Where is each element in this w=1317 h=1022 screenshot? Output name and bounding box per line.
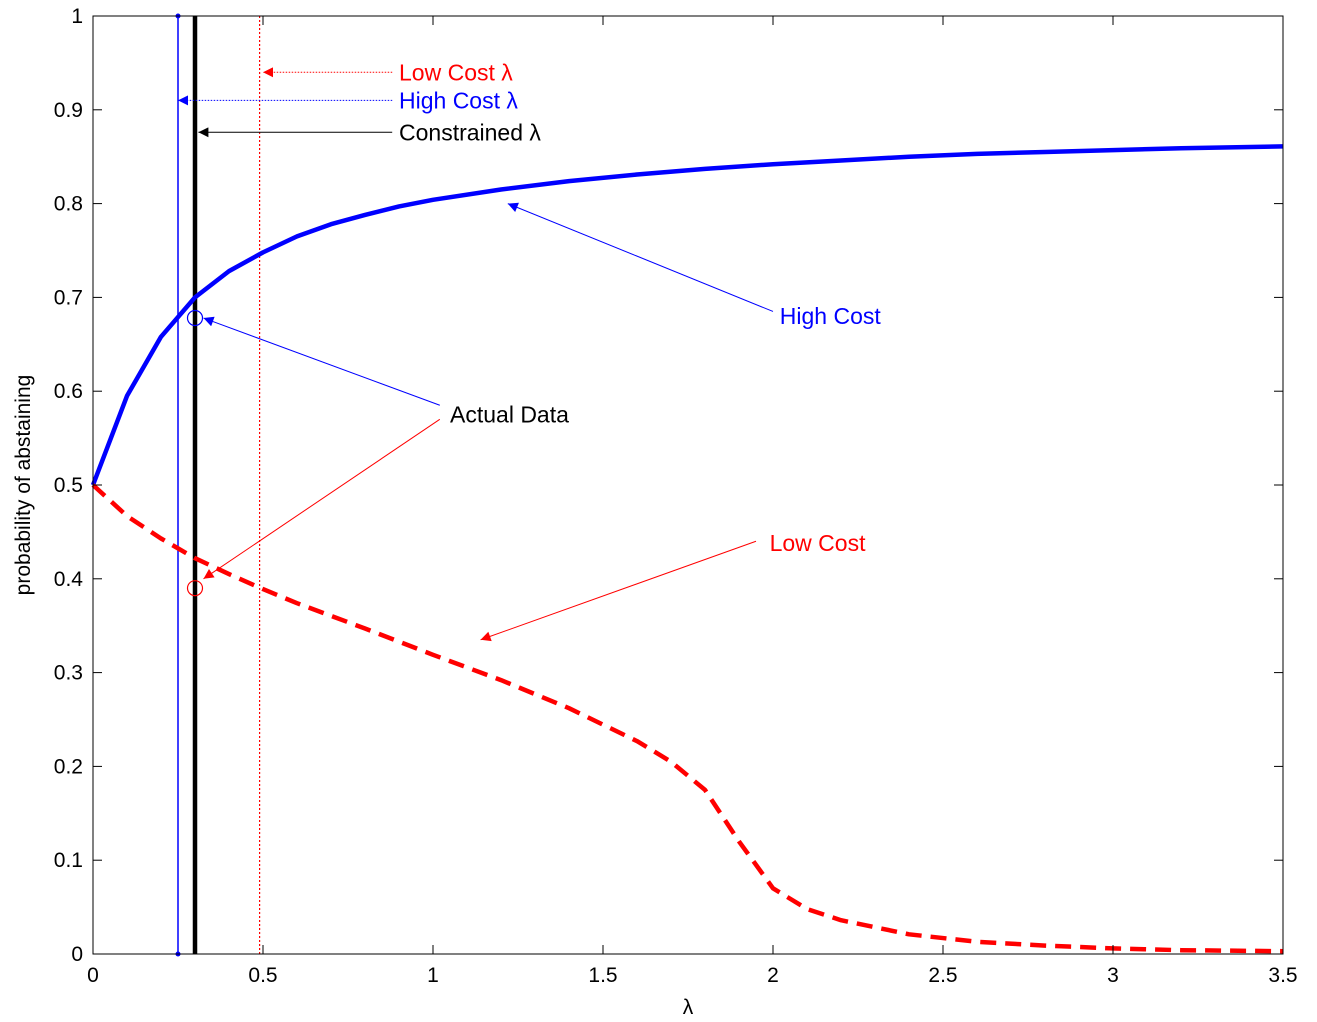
x-axis-label: λ [683,996,694,1019]
annotation-label: Low Cost [770,530,866,556]
x-tick-label: 1 [427,964,439,987]
plot-frame [92,15,1284,955]
annotation-label: High Cost λ [399,87,518,113]
annotation-arrow [203,316,440,406]
y-tick-label: 0.4 [54,568,84,591]
x-tick-label: 1.5 [588,964,617,987]
annotation-label: Actual Data [450,402,569,428]
x-tick-label: 3 [1107,964,1119,987]
y-tick-label: 0.5 [54,474,83,497]
y-tick-label: 0.9 [54,99,83,122]
y-tick-label: 0.6 [54,380,83,403]
y-tick-label: 0.2 [54,755,83,778]
y-tick-label: 0.1 [54,849,83,872]
x-tick-label: 2 [767,964,779,987]
x-tick-label: 0 [87,964,99,987]
y-tick-label: 1 [71,5,83,28]
annotation-label: High Cost [780,303,882,329]
y-tick-label: 0.7 [54,286,83,309]
annotation-label: Constrained λ [399,119,541,145]
annotation-arrow [507,202,774,312]
series-line [91,483,1284,954]
y-tick-label: 0.8 [54,193,83,216]
y-axis-label: probability of abstaining [12,375,35,596]
actual-data-point [186,309,204,327]
actual-data-point [186,580,204,597]
series-line [90,144,1284,486]
y-tick-label: 0.3 [54,662,83,685]
x-tick-label: 2.5 [928,964,957,987]
annotation-arrow [203,418,441,580]
x-tick-label: 0.5 [248,964,277,987]
annotation-arrow [480,540,757,642]
annotation-label: Low Cost λ [399,59,513,85]
x-tick-label: 3.5 [1268,964,1297,987]
y-tick-label: 0 [71,943,83,966]
